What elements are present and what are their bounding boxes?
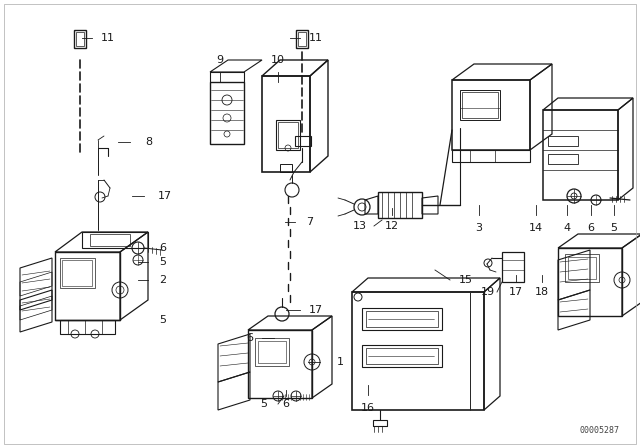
Text: 9: 9 bbox=[216, 55, 223, 65]
Text: 6: 6 bbox=[282, 399, 289, 409]
Text: 3: 3 bbox=[476, 223, 483, 233]
Bar bbox=[462, 92, 498, 118]
Bar bbox=[548, 136, 578, 146]
Text: 11: 11 bbox=[309, 33, 323, 43]
Text: 6: 6 bbox=[159, 243, 166, 253]
Text: 18: 18 bbox=[535, 287, 549, 297]
Text: 6: 6 bbox=[588, 223, 595, 233]
Text: 15: 15 bbox=[459, 275, 473, 285]
Text: 1: 1 bbox=[337, 357, 344, 367]
Text: 17: 17 bbox=[158, 191, 172, 201]
Bar bbox=[548, 154, 578, 164]
Bar bbox=[565, 254, 599, 282]
Bar bbox=[280, 164, 292, 172]
Text: 16: 16 bbox=[361, 403, 375, 413]
Text: 19: 19 bbox=[481, 287, 495, 297]
Bar bbox=[255, 338, 289, 366]
Bar bbox=[568, 257, 596, 279]
Bar bbox=[373, 420, 387, 426]
Bar bbox=[74, 30, 86, 48]
Text: 5: 5 bbox=[159, 315, 166, 325]
Bar bbox=[278, 122, 298, 148]
Text: 5: 5 bbox=[611, 223, 618, 233]
Bar bbox=[62, 260, 92, 286]
Text: 5: 5 bbox=[159, 257, 166, 267]
Text: 17: 17 bbox=[309, 305, 323, 315]
Bar bbox=[296, 30, 308, 48]
Text: 7: 7 bbox=[307, 217, 314, 227]
Bar bbox=[258, 341, 286, 363]
Bar bbox=[298, 32, 306, 46]
Text: 13: 13 bbox=[353, 221, 367, 231]
Text: 14: 14 bbox=[529, 223, 543, 233]
Text: 12: 12 bbox=[385, 221, 399, 231]
Bar bbox=[366, 348, 438, 364]
Bar bbox=[60, 258, 95, 288]
Bar bbox=[460, 90, 500, 120]
Text: 10: 10 bbox=[271, 55, 285, 65]
Text: 17: 17 bbox=[509, 287, 523, 297]
Bar bbox=[362, 308, 442, 330]
Bar bbox=[295, 136, 311, 146]
Text: 11: 11 bbox=[101, 33, 115, 43]
Text: 2: 2 bbox=[159, 275, 166, 285]
Text: 4: 4 bbox=[563, 223, 571, 233]
Bar bbox=[276, 120, 300, 150]
Text: 5: 5 bbox=[260, 399, 268, 409]
Text: 8: 8 bbox=[145, 137, 152, 147]
Bar bbox=[362, 345, 442, 367]
Bar bbox=[90, 234, 130, 246]
Bar bbox=[76, 32, 84, 46]
Bar bbox=[366, 311, 438, 327]
Text: 6: 6 bbox=[246, 333, 253, 343]
Text: 00005287: 00005287 bbox=[580, 426, 620, 435]
